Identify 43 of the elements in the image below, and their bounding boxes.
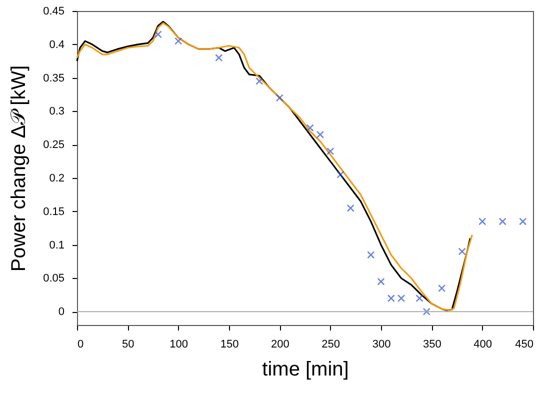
x-tick-label: 450 (515, 338, 534, 350)
point (498, 218, 506, 226)
y-tick-label: 0.25 (43, 139, 64, 152)
y-tick-label: 0.4 (49, 38, 64, 51)
y-tick-label: 0.3 (49, 106, 64, 118)
x-tick-label: 200 (270, 338, 290, 350)
y-tick-label: 0.2 (49, 172, 64, 185)
x-tick-label: 400 (474, 338, 492, 350)
point (346, 204, 354, 212)
point (306, 124, 314, 132)
point (154, 30, 162, 38)
point (478, 218, 486, 226)
point (276, 94, 284, 102)
x-axis-title: time [min] (262, 358, 349, 380)
x-tick-label: 250 (322, 338, 340, 350)
point (422, 308, 430, 316)
x-tick-label: 350 (422, 338, 442, 350)
x-tick-label: 300 (372, 338, 391, 350)
point (367, 251, 375, 259)
x-tick-label: 0 (78, 338, 84, 350)
x-tick-label: 100 (170, 338, 188, 350)
point (174, 37, 182, 45)
x-tick-label: 50 (122, 338, 134, 350)
y-tick-label: 0.15 (43, 206, 64, 218)
point (458, 248, 466, 256)
y-axis-title: Power change Δ𝒫 [kW] (8, 65, 30, 272)
y-tick-label: 0.35 (43, 72, 64, 84)
point (377, 278, 385, 286)
point (397, 294, 406, 302)
point (416, 294, 424, 302)
point (326, 147, 334, 156)
point (519, 218, 527, 226)
point (256, 77, 264, 85)
x-tick-label: 150 (220, 338, 239, 350)
point (387, 294, 395, 302)
point (438, 284, 446, 292)
y-tick-label: 0.1 (49, 239, 64, 252)
point (215, 54, 223, 62)
point (336, 170, 344, 178)
y-tick-label: 0.05 (43, 272, 64, 285)
y-tick-label: 0 (58, 306, 64, 318)
point (316, 130, 324, 138)
y-tick-label: 0.45 (43, 6, 64, 18)
